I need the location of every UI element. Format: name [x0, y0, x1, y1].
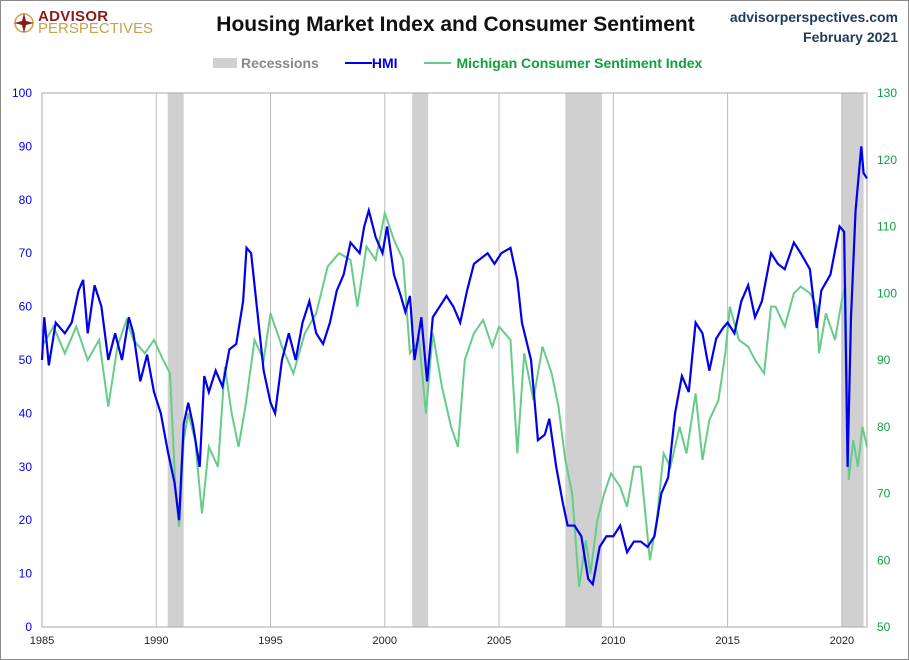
legend: Recessions HMI Michigan Consumer Sentime…: [213, 55, 702, 71]
logo-line2: PERSPECTIVES: [38, 20, 154, 37]
x-tick-label: 2015: [715, 635, 739, 647]
x-tick-label: 1995: [258, 635, 282, 647]
y-right-tick-label: 50: [877, 620, 891, 634]
y-right-tick-label: 60: [877, 553, 891, 567]
date-label: February 2021: [803, 29, 898, 45]
site-url: advisorperspectives.com: [729, 9, 898, 25]
x-tick-label: 2000: [373, 635, 397, 647]
legend-swatch-hmi: [344, 62, 372, 64]
compass-icon: [14, 13, 34, 33]
legend-swatch-msi: [423, 62, 451, 64]
series-line-hmi: [40, 146, 868, 587]
x-tick-label: 2005: [487, 635, 511, 647]
recession-band: [841, 93, 864, 627]
logo-line1: ADVISOR: [38, 8, 109, 25]
y-left-tick-label: 80: [19, 193, 33, 207]
y-left-tick-label: 100: [12, 86, 32, 100]
recession-band: [167, 93, 184, 627]
y-left-tick-label: 50: [19, 353, 33, 367]
y-left-tick-label: 70: [19, 246, 33, 260]
y-left-tick-label: 30: [19, 460, 33, 474]
y-right-tick-label: 100: [877, 286, 897, 300]
y-right-tick-label: 110: [877, 220, 896, 234]
series-line-michigan-sentiment: [41, 209, 868, 588]
source-info: advisorperspectives.com February 2021: [730, 7, 898, 47]
x-tick-label: 2010: [601, 635, 625, 647]
y-left-tick-label: 40: [19, 406, 33, 420]
y-left-tick-label: 60: [19, 300, 33, 314]
x-tick-label: 1985: [30, 635, 54, 647]
chart-title: Housing Market Index and Consumer Sentim…: [216, 13, 695, 36]
y-right-tick-label: 80: [877, 420, 891, 434]
y-right-tick-label: 130: [877, 86, 897, 100]
x-tick-label: 1990: [144, 635, 168, 647]
y-right-tick-label: 90: [877, 353, 891, 367]
y-left-tick-label: 0: [25, 620, 32, 634]
legend-label-recessions: Recessions: [241, 55, 319, 71]
y-right-tick-label: 120: [877, 153, 897, 167]
y-left-tick-label: 10: [19, 567, 33, 581]
advisor-perspectives-logo: ADVISOR PERSPECTIVES: [13, 8, 154, 37]
legend-swatch-recessions: [213, 58, 237, 68]
plot-border: [41, 92, 868, 628]
y-left-tick-label: 90: [19, 139, 33, 153]
x-tick-label: 2020: [830, 635, 854, 647]
legend-label-hmi: HMI: [371, 55, 398, 71]
legend-label-msi: Michigan Consumer Sentiment Index: [456, 55, 703, 71]
y-right-tick-label: 70: [877, 487, 891, 501]
y-left-tick-label: 20: [19, 513, 33, 527]
